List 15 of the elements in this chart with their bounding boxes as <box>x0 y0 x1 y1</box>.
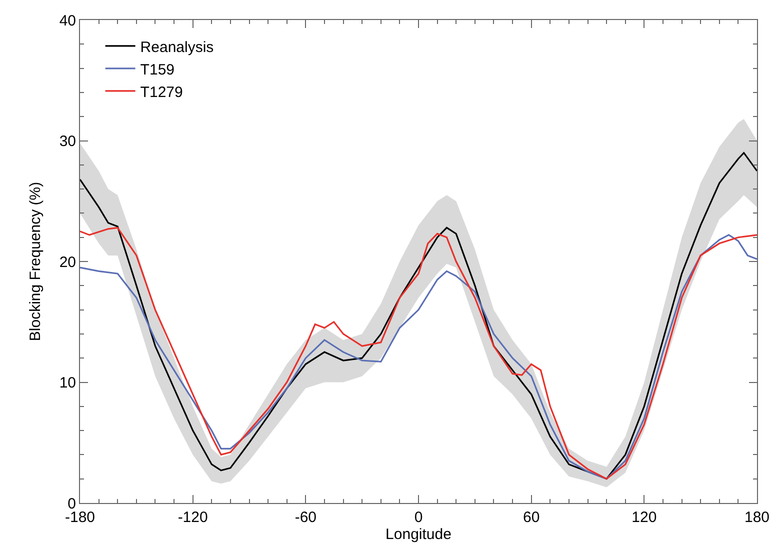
x-axis-title: Longitude <box>386 526 452 543</box>
x-tick-label: 60 <box>522 509 540 526</box>
legend-label: Reanalysis <box>140 38 214 56</box>
legend-label: T1279 <box>140 84 183 101</box>
y-tick-label: 10 <box>59 374 76 392</box>
x-tick-label: 0 <box>414 509 423 526</box>
y-tick-label: 40 <box>59 12 76 30</box>
y-axis-title: Blocking Frequency (%) <box>27 182 44 342</box>
x-tick-label: -60 <box>294 509 317 526</box>
y-tick-label: 20 <box>59 254 76 271</box>
x-tick-label: -120 <box>178 509 208 526</box>
legend-label: T159 <box>140 61 175 78</box>
y-tick-label: 30 <box>59 133 76 150</box>
x-tick-label: 120 <box>632 509 657 526</box>
x-tick-label: 180 <box>744 509 770 526</box>
